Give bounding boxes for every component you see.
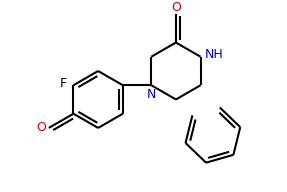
- Text: NH: NH: [205, 48, 224, 61]
- Text: N: N: [147, 88, 156, 101]
- Text: F: F: [60, 77, 67, 90]
- Text: O: O: [36, 121, 46, 133]
- Text: O: O: [171, 1, 181, 14]
